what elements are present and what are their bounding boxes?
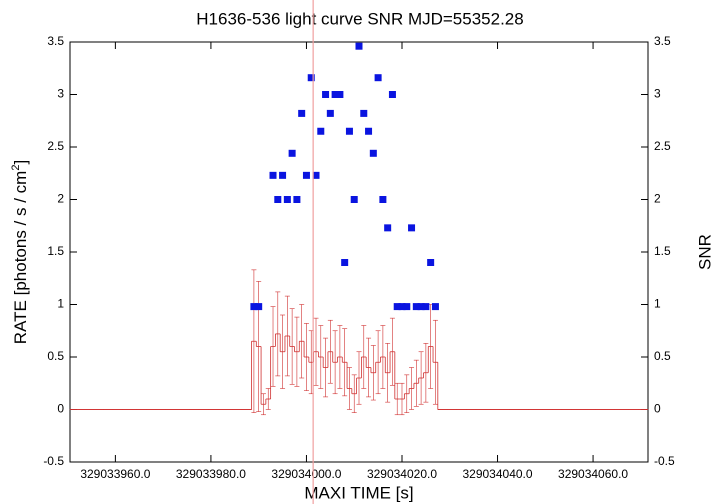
snr-point — [350, 196, 358, 203]
x-tick-label: 329033980.0 — [176, 467, 246, 481]
y-axis-label: RATE [photons / s / cm2] — [10, 160, 31, 344]
snr-point — [384, 224, 392, 232]
snr-point — [422, 303, 430, 311]
snr-point — [393, 303, 401, 311]
snr-point — [274, 196, 282, 203]
snr-point — [283, 196, 291, 203]
snr-point — [379, 196, 387, 203]
snr-point — [374, 74, 382, 82]
y2-tick-label: 3.5 — [654, 34, 671, 48]
x-axis-label: MAXI TIME [s] — [304, 483, 413, 502]
y-tick-label: 2.5 — [47, 139, 64, 153]
snr-point — [369, 149, 377, 157]
y2-tick-label: 2.5 — [654, 139, 671, 153]
snr-point — [312, 171, 320, 179]
y-axis-label-text: RATE [photons / s / cm — [11, 171, 30, 345]
snr-point — [336, 91, 344, 98]
y2-axis-label: SNR — [695, 234, 714, 270]
snr-point — [365, 127, 373, 135]
snr-point — [341, 259, 349, 266]
snr-point — [360, 109, 368, 117]
snr-point — [279, 171, 287, 179]
snr-point — [250, 303, 258, 311]
snr-point — [288, 149, 296, 157]
snr-point — [398, 303, 406, 311]
snr-point — [255, 303, 263, 311]
y-tick-label: 0.5 — [47, 349, 64, 363]
snr-point — [326, 109, 334, 117]
snr-point — [331, 91, 339, 98]
x-tick-label: 329034060.0 — [558, 467, 628, 481]
y-tick-label: 0 — [57, 402, 64, 416]
snr-point — [403, 303, 411, 311]
snr-point — [317, 127, 325, 135]
snr-point — [293, 196, 301, 203]
snr-point — [427, 259, 435, 266]
y2-tick-label: -0.5 — [654, 454, 675, 468]
snr-point — [345, 127, 353, 135]
y-tick-label: 1 — [57, 297, 64, 311]
y2-tick-label: 0 — [654, 402, 661, 416]
y2-tick-label: 3 — [654, 87, 661, 101]
snr-point — [322, 91, 330, 98]
snr-point — [298, 109, 306, 117]
y2-tick-label: 2 — [654, 192, 661, 206]
y-tick-label: 2 — [57, 192, 64, 206]
y2-tick-label: 1.5 — [654, 244, 671, 258]
y-tick-label: 1.5 — [47, 244, 64, 258]
y2-tick-label: 1 — [654, 297, 661, 311]
y-axis-label-end: ] — [11, 160, 30, 165]
snr-point — [355, 42, 363, 50]
snr-point — [408, 224, 416, 232]
y2-tick-label: 0.5 — [654, 349, 671, 363]
x-tick-label: 329034000.0 — [271, 467, 341, 481]
y-axis-label-sup: 2 — [10, 165, 22, 171]
snr-point — [307, 74, 315, 82]
x-tick-label: 329034040.0 — [462, 467, 532, 481]
chart-title: H1636-536 light curve SNR MJD=55352.28 — [196, 9, 523, 28]
snr-point — [302, 171, 310, 179]
snr-point — [431, 303, 439, 311]
y-tick-label: 3.5 — [47, 34, 64, 48]
x-tick-label: 329033960.0 — [80, 467, 150, 481]
snr-point — [417, 303, 425, 311]
snr-point — [412, 303, 420, 311]
snr-point — [269, 171, 277, 179]
y-tick-label: -0.5 — [43, 454, 64, 468]
snr-point — [388, 91, 396, 98]
y-tick-label: 3 — [57, 87, 64, 101]
x-tick-label: 329034020.0 — [367, 467, 437, 481]
